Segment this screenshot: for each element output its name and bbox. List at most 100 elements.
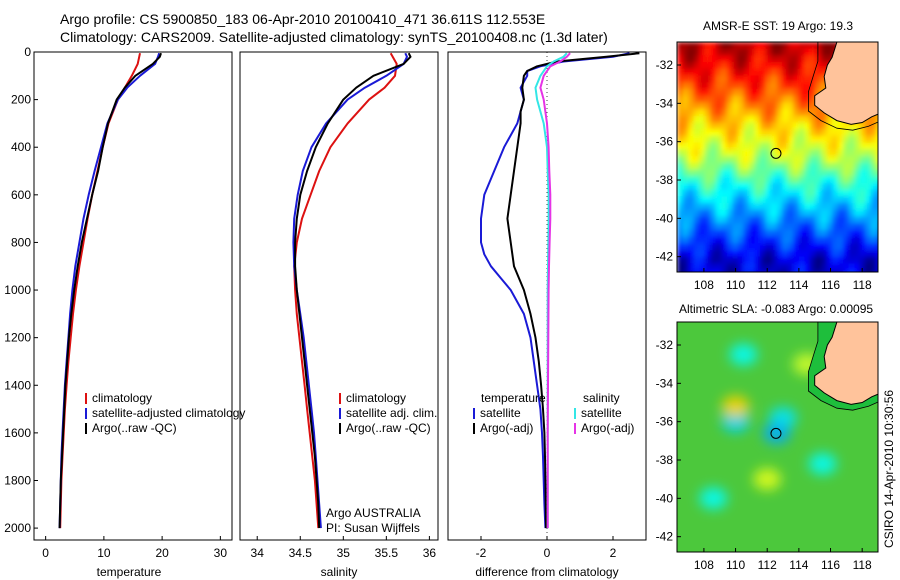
- sst-cell: [865, 142, 872, 150]
- sst-cell: [771, 75, 778, 83]
- sst-cell: [837, 243, 844, 251]
- sst-cell: [765, 48, 772, 56]
- sst-cell: [726, 135, 733, 144]
- x-tick-label: 36: [423, 546, 437, 560]
- sst-cell: [699, 216, 706, 224]
- sst-cell: [793, 122, 800, 130]
- sst-cell: [876, 149, 878, 157]
- sst-cell: [882, 250, 888, 257]
- sst-cell: [726, 122, 733, 130]
- sst-cell: [793, 256, 800, 264]
- sla-shelf-contour: [808, 322, 878, 411]
- sst-cell: [749, 236, 756, 244]
- sst-cell: [776, 102, 783, 110]
- sst-cell: [815, 270, 822, 272]
- sst-cell: [715, 156, 722, 164]
- sst-cell: [826, 270, 833, 272]
- y-tick-label: 1200: [4, 331, 31, 345]
- sst-cell: [765, 95, 772, 103]
- sst-cell: [721, 250, 728, 258]
- sst-map-x-ticks: 108 110 112 114 116 118: [694, 268, 872, 292]
- sst-cell: [715, 203, 722, 211]
- sst-cell: [743, 109, 750, 117]
- sst-cell: [765, 176, 772, 184]
- sst-cell: [715, 109, 722, 117]
- sst-cell: [710, 229, 717, 238]
- sla-anomaly: [721, 395, 750, 418]
- sst-cell: [699, 263, 706, 271]
- sst-cell: [776, 55, 783, 63]
- sst-cell: [798, 142, 805, 150]
- sst-cell: [721, 209, 728, 217]
- figure-title-line-2: Climatology: CARS2009. Satellite-adjuste…: [60, 29, 608, 45]
- sst-cell: [859, 256, 866, 264]
- sst-cell: [826, 209, 833, 217]
- y-tick-label: 200: [11, 93, 31, 107]
- sst-cell: [710, 129, 717, 137]
- sst-cell: [771, 149, 778, 157]
- sst-cell: [821, 122, 828, 130]
- sst-cell: [754, 223, 761, 231]
- sst-cell: [865, 236, 872, 244]
- sst-cell: [787, 243, 794, 251]
- sst-cell: [865, 216, 872, 224]
- sst-cell: [737, 270, 744, 272]
- sst-cell: [771, 256, 778, 264]
- sst-cell: [787, 115, 794, 124]
- sst-cell: [726, 89, 733, 97]
- sst-cell: [854, 142, 861, 150]
- sst-cell: [848, 236, 855, 244]
- sst-cell: [843, 243, 850, 251]
- sst-cell: [732, 189, 739, 197]
- sst-cell: [782, 216, 789, 224]
- sst-cell: [815, 209, 822, 217]
- sst-cell: [715, 250, 722, 258]
- sst-cell: [771, 182, 778, 191]
- sst-cell: [832, 122, 839, 130]
- sst-cell: [732, 223, 739, 231]
- sst-cell: [876, 122, 878, 130]
- sst-cell: [787, 256, 794, 264]
- sst-cell: [859, 209, 866, 217]
- sst-cell: [715, 102, 722, 110]
- sst-cell: [737, 229, 744, 238]
- sst-cell: [693, 162, 700, 171]
- sst-cell: [854, 162, 861, 171]
- sst-cell: [787, 229, 794, 238]
- sst-cell: [793, 176, 800, 184]
- sst-cell: [815, 129, 822, 137]
- sst-cell: [732, 82, 739, 90]
- sst-cell: [743, 236, 750, 244]
- sst-cell: [743, 156, 750, 164]
- sst-cell: [715, 270, 722, 272]
- sst-cell: [693, 270, 700, 272]
- map-x-tick-label: 112: [758, 558, 777, 572]
- sst-cell: [699, 189, 706, 197]
- sst-cell: [782, 82, 789, 90]
- sst-cell: [809, 216, 816, 224]
- sst-cell: [854, 263, 861, 271]
- map-y-tick-label: -36: [656, 135, 674, 149]
- sla-anomaly: [808, 452, 837, 475]
- sst-cell: [882, 143, 888, 150]
- sst-cell: [721, 162, 728, 171]
- sst-cell: [809, 149, 816, 157]
- sst-cell: [743, 129, 750, 137]
- sst-cell: [765, 42, 772, 50]
- sst-cell: [715, 243, 722, 251]
- map-x-tick-label: 118: [853, 558, 872, 572]
- sst-cell: [771, 236, 778, 244]
- sst-cell: [721, 176, 728, 184]
- sst-cell: [743, 82, 750, 90]
- sst-cell: [787, 68, 794, 77]
- sst-cell: [771, 156, 778, 164]
- sst-cell: [798, 250, 805, 258]
- sst-cell: [776, 229, 783, 238]
- sst-cell: [793, 109, 800, 117]
- sst-cell: [732, 256, 739, 264]
- series-line-d-1: [506, 52, 640, 529]
- sst-cell: [837, 142, 844, 150]
- sst-cell: [693, 209, 700, 217]
- sst-cell: [704, 209, 711, 217]
- sst-cell: [821, 149, 828, 157]
